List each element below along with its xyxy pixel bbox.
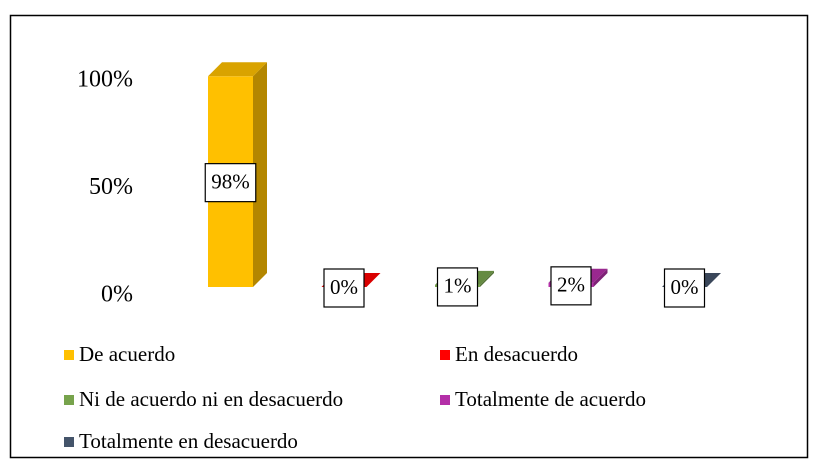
data-label: 1%: [444, 274, 472, 298]
legend-label: De acuerdo: [79, 342, 175, 366]
bar-side: [593, 268, 608, 287]
data-label: 98%: [211, 169, 250, 193]
data-label-box: [663, 268, 706, 308]
chart-frame: [9, 14, 809, 459]
legend-swatch: [64, 350, 74, 360]
data-label-box: [323, 268, 365, 308]
data-label-box: [436, 267, 479, 307]
legend-swatch: [64, 437, 74, 447]
bar-top: [208, 62, 267, 77]
legend-swatch: [440, 395, 450, 405]
legend-label: Totalmente de acuerdo: [455, 387, 646, 411]
y-tick-label: 50%: [89, 174, 133, 200]
data-label-box: [204, 163, 257, 203]
legend-swatch: [440, 350, 450, 360]
data-label-box: [550, 266, 592, 306]
legend-label: Totalmente en desacuerdo: [79, 429, 298, 453]
legend-label: Ni de acuerdo ni en desacuerdo: [79, 387, 343, 411]
bar-side: [253, 62, 267, 287]
data-label: 0%: [330, 275, 358, 299]
legend-label: En desacuerdo: [455, 342, 578, 366]
data-label: 2%: [557, 273, 585, 297]
y-tick-label: 0%: [101, 282, 133, 308]
bar-side: [480, 270, 494, 287]
data-label: 0%: [671, 275, 699, 299]
y-tick-label: 100%: [77, 67, 133, 93]
legend-swatch: [64, 395, 74, 405]
